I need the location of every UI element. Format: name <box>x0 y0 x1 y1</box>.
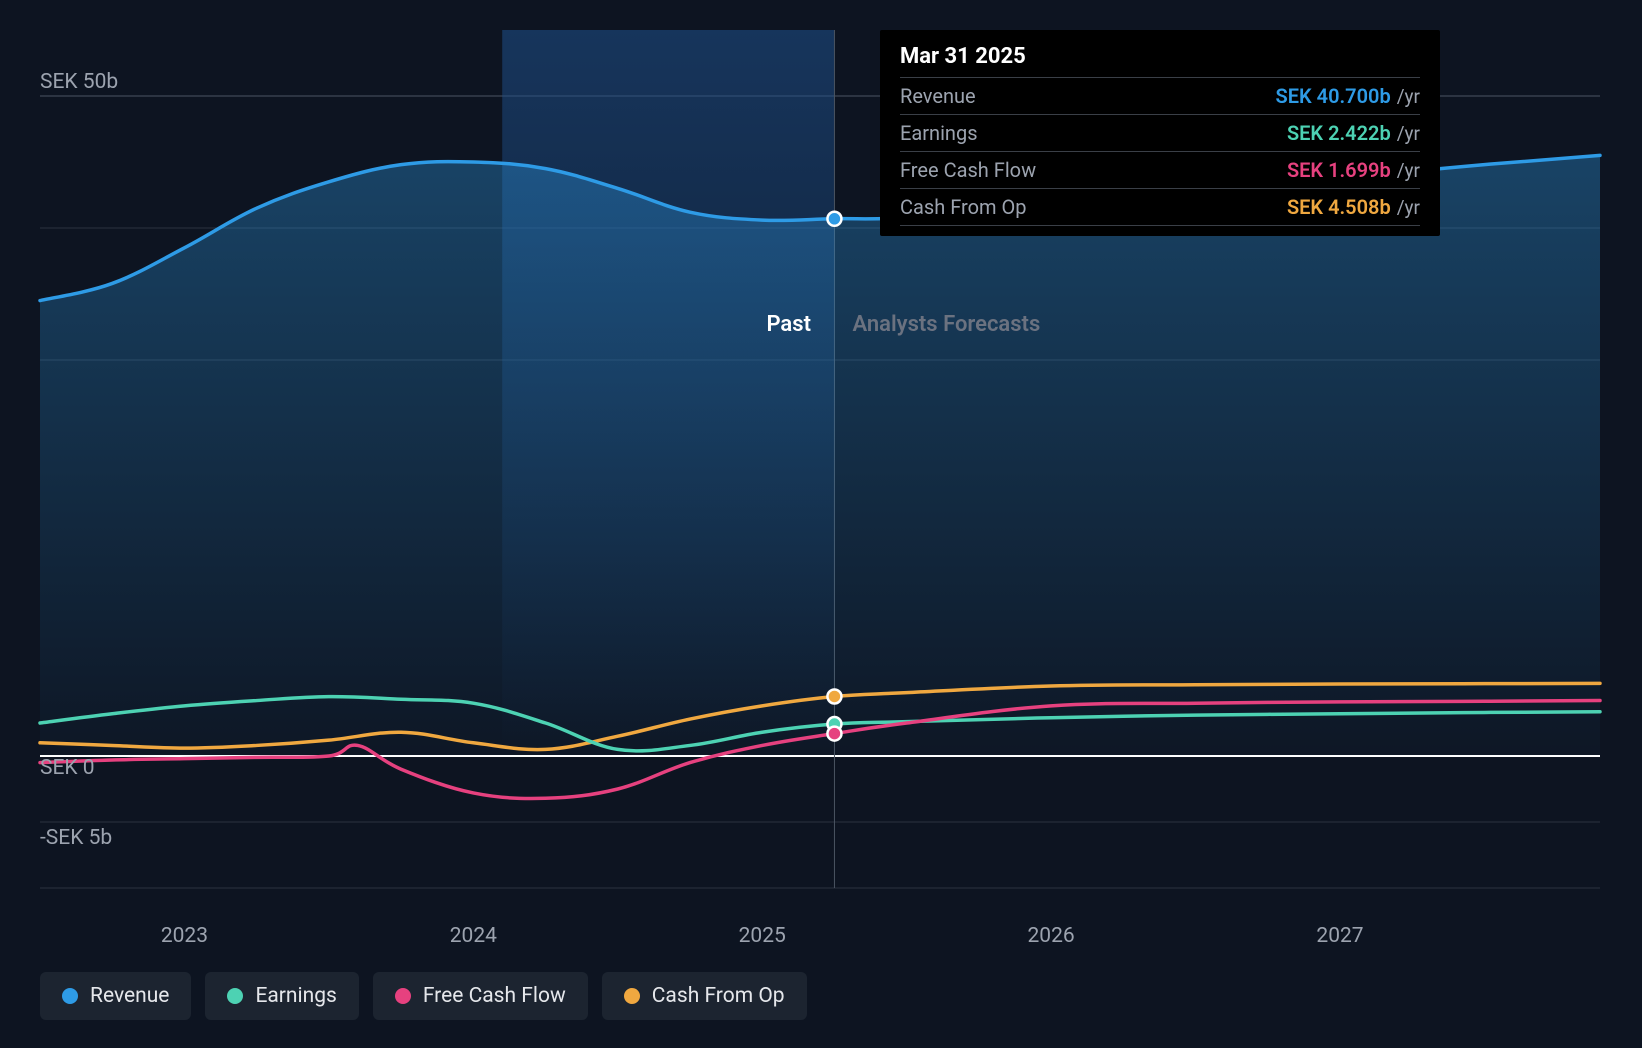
legend-label: Revenue <box>90 984 169 1008</box>
tooltip-metric-label: Cash From Op <box>900 195 1026 219</box>
tooltip-row: Revenue SEK 40.700b/yr <box>900 77 1420 114</box>
legend-label: Free Cash Flow <box>423 984 566 1008</box>
tooltip-metric-value: SEK 4.508b <box>1287 195 1391 219</box>
x-axis-label: 2027 <box>1316 924 1363 948</box>
x-axis-label: 2025 <box>739 924 786 948</box>
y-axis-label: SEK 0 <box>40 756 95 780</box>
tooltip-metric-unit: /yr <box>1397 159 1420 182</box>
legend-item-fcf[interactable]: Free Cash Flow <box>373 972 588 1020</box>
x-axis-label: 2023 <box>161 924 208 948</box>
forecast-label: Analysts Forecasts <box>852 312 1040 337</box>
tooltip-metric-label: Earnings <box>900 121 978 145</box>
legend-item-earnings[interactable]: Earnings <box>205 972 358 1020</box>
legend-label: Cash From Op <box>652 984 785 1008</box>
tooltip-metric-unit: /yr <box>1397 85 1420 108</box>
x-axis-label: 2026 <box>1028 924 1075 948</box>
x-axis-label: 2024 <box>450 924 497 948</box>
tooltip-row: Free Cash Flow SEK 1.699b/yr <box>900 151 1420 188</box>
y-axis-label: -SEK 5b <box>40 826 112 850</box>
legend-label: Earnings <box>255 984 336 1008</box>
legend-dot-icon <box>395 988 411 1004</box>
past-label: Past <box>766 312 811 337</box>
tooltip-row: Cash From Op SEK 4.508b/yr <box>900 188 1420 226</box>
legend-dot-icon <box>624 988 640 1004</box>
tooltip-metric-label: Free Cash Flow <box>900 158 1036 182</box>
tooltip-metric-label: Revenue <box>900 84 976 108</box>
tooltip-row: Earnings SEK 2.422b/yr <box>900 114 1420 151</box>
tooltip-date: Mar 31 2025 <box>900 44 1420 77</box>
y-axis-label: SEK 50b <box>40 70 118 94</box>
legend-item-revenue[interactable]: Revenue <box>40 972 191 1020</box>
tooltip-metric-unit: /yr <box>1397 122 1420 145</box>
tooltip-metric-value: SEK 1.699b <box>1287 158 1391 182</box>
legend-dot-icon <box>62 988 78 1004</box>
legend-item-cfo[interactable]: Cash From Op <box>602 972 807 1020</box>
legend-dot-icon <box>227 988 243 1004</box>
tooltip-metric-unit: /yr <box>1397 196 1420 219</box>
tooltip-metric-value: SEK 40.700b <box>1276 84 1391 108</box>
financials-chart: Past Analysts Forecasts Mar 31 2025 Reve… <box>0 0 1642 1048</box>
tooltip-metric-value: SEK 2.422b <box>1287 121 1391 145</box>
chart-legend: Revenue Earnings Free Cash Flow Cash From O… <box>40 972 807 1020</box>
hover-tooltip: Mar 31 2025 RevenueSEK 40.700b/yrEarning… <box>880 30 1440 236</box>
